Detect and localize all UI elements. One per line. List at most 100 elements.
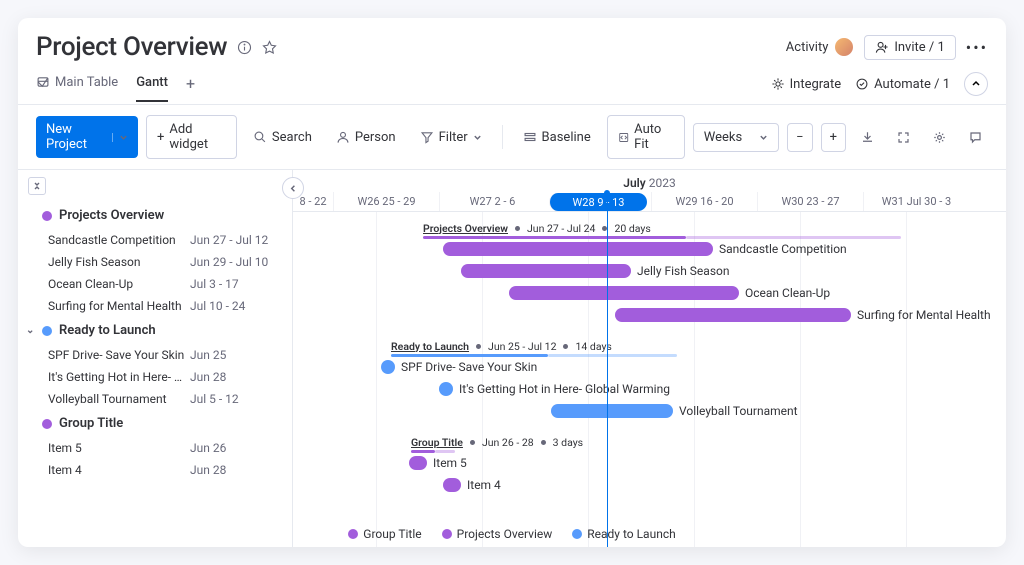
filter-button[interactable]: Filter [412, 124, 490, 151]
task-row[interactable]: Sandcastle CompetitionJun 27 - Jul 12 [18, 229, 292, 251]
task-bar[interactable] [551, 404, 673, 418]
task-date: Jun 26 [190, 441, 226, 455]
task-bar[interactable] [439, 382, 453, 396]
tab-gantt[interactable]: Gantt [136, 75, 168, 102]
star-icon[interactable] [262, 40, 277, 55]
side-content: Projects Overview Sandcastle CompetitionJ… [18, 170, 292, 481]
task-row[interactable]: SPF Drive- Save Your SkinJun 25 [18, 344, 292, 366]
group-name: Ready to Launch [59, 323, 156, 338]
group-color-dot [42, 326, 52, 336]
task-date: Jun 29 - Jul 10 [190, 255, 268, 269]
collapse-all-button[interactable] [28, 177, 46, 195]
task-bar-label: SPF Drive- Save Your Skin [401, 360, 537, 374]
task-row[interactable]: Item 4Jun 28 [18, 459, 292, 481]
plus-icon: + [157, 130, 164, 145]
header-actions: Activity Invite / 1 ••• [786, 35, 988, 60]
scroll-left-button[interactable] [282, 177, 304, 199]
task-date: Jun 27 - Jul 12 [190, 233, 268, 247]
week-column[interactable]: W28 9 - 13 [549, 193, 647, 211]
group-header[interactable]: Group Title [18, 410, 292, 437]
invite-button[interactable]: Invite / 1 [864, 35, 955, 60]
side-panel: Projects Overview Sandcastle CompetitionJ… [18, 170, 293, 547]
gridline [588, 212, 589, 547]
comment-icon[interactable] [962, 124, 988, 150]
group-progress-bar [391, 354, 548, 357]
new-project-button[interactable]: New Project [36, 116, 138, 158]
legend-label: Ready to Launch [587, 527, 675, 541]
group-summary[interactable]: Projects OverviewJun 27 - Jul 2420 days [423, 220, 651, 236]
group-header[interactable]: ⌄ Ready to Launch [18, 317, 292, 344]
task-date: Jun 28 [190, 370, 226, 384]
task-bar-label: Surfing for Mental Health [857, 308, 991, 322]
settings-icon[interactable] [926, 124, 952, 150]
week-column[interactable]: W30 23 - 27 [757, 192, 863, 211]
group-summary[interactable]: Group TitleJun 26 - 283 days [411, 434, 583, 450]
group-name: Projects Overview [59, 208, 164, 223]
integrate-button[interactable]: Integrate [771, 77, 842, 92]
task-date: Jun 28 [190, 463, 226, 477]
person-label: Person [355, 130, 396, 145]
zoom-out-button[interactable]: − [787, 123, 812, 152]
task-bar-label: Volleyball Tournament [679, 404, 798, 418]
task-row[interactable]: Ocean Clean-UpJul 3 - 17 [18, 273, 292, 295]
weeks-select[interactable]: Weeks [693, 123, 779, 152]
chevron-down-icon[interactable]: ⌄ [26, 325, 34, 336]
task-bar[interactable] [443, 242, 713, 256]
task-bar-label: Jelly Fish Season [637, 264, 729, 278]
baseline-label: Baseline [542, 130, 591, 145]
search-button[interactable]: Search [245, 124, 320, 151]
legend-label: Group Title [363, 527, 421, 541]
legend-item[interactable]: Projects Overview [442, 527, 553, 541]
task-row[interactable]: Item 5Jun 26 [18, 437, 292, 459]
week-column[interactable]: W29 16 - 20 [651, 192, 757, 211]
view-tabs: Main Table Gantt + [36, 74, 195, 103]
legend-item[interactable]: Ready to Launch [572, 527, 675, 541]
group-remaining-bar [435, 450, 455, 453]
task-row[interactable]: Surfing for Mental HealthJul 10 - 24 [18, 295, 292, 317]
timeline: July 2023 8 - 22W26 25 - 29W27 2 - 6W28 … [293, 170, 1006, 547]
task-row[interactable]: It's Getting Hot in Here- Glob…Jun 28 [18, 366, 292, 388]
collapse-panel-button[interactable] [964, 72, 988, 96]
task-name: Item 4 [48, 463, 190, 477]
task-row[interactable]: Jelly Fish SeasonJun 29 - Jul 10 [18, 251, 292, 273]
person-button[interactable]: Person [328, 124, 404, 151]
app-window: Project Overview Activity Invite / 1 •••… [18, 18, 1006, 547]
group-header[interactable]: Projects Overview [18, 202, 292, 229]
download-icon[interactable] [854, 124, 880, 150]
task-bar[interactable] [461, 264, 631, 278]
task-bar[interactable] [509, 286, 739, 300]
autofit-button[interactable]: Auto Fit [607, 115, 685, 159]
group-summary[interactable]: Ready to LaunchJun 25 - Jul 1214 days [391, 338, 612, 354]
automate-label: Automate / 1 [874, 77, 950, 92]
zoom-in-button[interactable]: + [821, 123, 846, 152]
task-bar[interactable] [409, 456, 427, 470]
add-tab-button[interactable]: + [186, 74, 195, 103]
baseline-button[interactable]: Baseline [515, 124, 599, 151]
task-bar[interactable] [381, 360, 395, 374]
chevron-down-icon[interactable] [112, 133, 128, 142]
more-icon[interactable]: ••• [966, 38, 988, 57]
info-icon[interactable] [237, 40, 252, 55]
timeline-body[interactable]: Projects OverviewJun 27 - Jul 2420 days S… [293, 212, 1006, 547]
toolbar: New Project + Add widget Search Person F… [18, 105, 1006, 170]
filter-label: Filter [439, 130, 468, 145]
legend-item[interactable]: Group Title [348, 527, 421, 541]
task-row[interactable]: Volleyball TournamentJul 5 - 12 [18, 388, 292, 410]
week-column[interactable]: W27 2 - 6 [439, 192, 545, 211]
task-date: Jul 5 - 12 [190, 392, 239, 406]
task-bar-label: It's Getting Hot in Here- Global Warming [459, 382, 670, 396]
task-name: Surfing for Mental Health [48, 299, 190, 313]
gridline [906, 212, 907, 547]
fullscreen-icon[interactable] [890, 124, 916, 150]
automate-button[interactable]: Automate / 1 [855, 77, 950, 92]
add-widget-button[interactable]: + Add widget [146, 115, 237, 159]
week-column[interactable]: W31 Jul 30 - 3 [863, 192, 969, 211]
task-bar[interactable] [443, 478, 461, 492]
activity-link[interactable]: Activity [786, 37, 855, 57]
task-bar[interactable] [615, 308, 851, 322]
header: Project Overview Activity Invite / 1 ••• [18, 18, 1006, 62]
tab-main-label: Main Table [55, 75, 118, 90]
week-column[interactable]: W26 25 - 29 [333, 192, 439, 211]
gantt-area: Projects Overview Sandcastle CompetitionJ… [18, 170, 1006, 547]
tab-main-table[interactable]: Main Table [36, 75, 118, 102]
